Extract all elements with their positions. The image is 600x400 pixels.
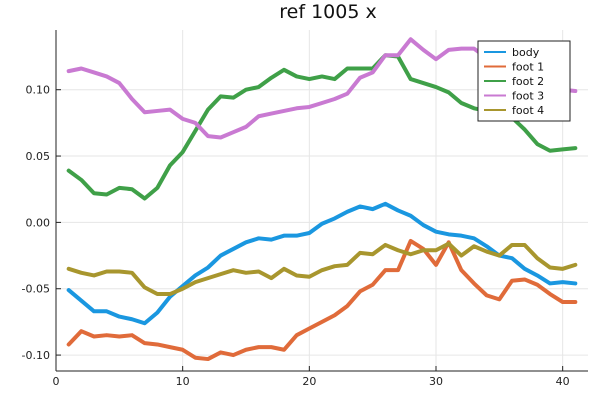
axes: 0 10 20 30 40 -0.10 -0.05 0.00 0.05 0.10 [22,30,588,388]
legend-label: foot 4 [512,104,544,117]
y-tick-label: 0.05 [26,150,51,163]
legend-label: foot 2 [512,75,544,88]
legend-label: foot 1 [512,61,544,74]
x-tick-label: 0 [53,375,60,388]
y-tick-label: -0.10 [22,349,50,362]
legend-label: foot 3 [512,90,544,103]
chart-title: ref 1005 x [279,1,376,23]
legend-label: body [512,46,540,59]
y-tick-label: 0.10 [26,84,51,97]
x-tick-label: 20 [302,375,316,388]
x-tick-label: 40 [556,375,570,388]
series-line-foot-4 [66,241,578,297]
x-tick-label: 10 [176,375,190,388]
y-tick-label: 0.00 [26,216,51,229]
x-tick-label: 30 [429,375,443,388]
series-line-body [66,201,578,326]
y-tick-label: -0.05 [22,283,50,296]
series-line-foot-1 [66,238,578,362]
